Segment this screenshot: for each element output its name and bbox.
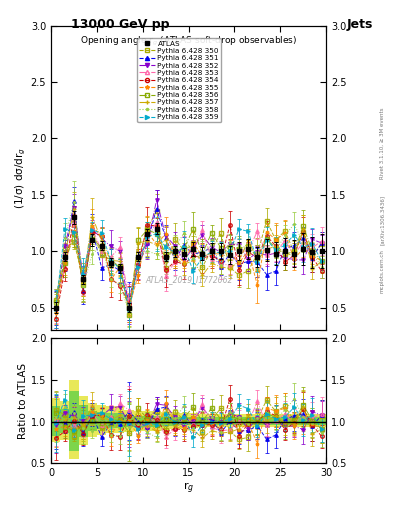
X-axis label: r$_g$: r$_g$ — [183, 481, 194, 497]
Text: Rivet 3.1.10, ≥ 3M events: Rivet 3.1.10, ≥ 3M events — [380, 108, 384, 179]
Y-axis label: (1/σ) dσ/dr$_g$: (1/σ) dσ/dr$_g$ — [13, 147, 28, 209]
Text: [arXiv:1306.3436]: [arXiv:1306.3436] — [380, 195, 384, 245]
Text: 13000 GeV pp: 13000 GeV pp — [71, 18, 169, 31]
Y-axis label: Ratio to ATLAS: Ratio to ATLAS — [18, 362, 28, 439]
Text: Jets: Jets — [347, 18, 373, 31]
Text: mcplots.cern.ch: mcplots.cern.ch — [380, 249, 384, 293]
Legend: ATLAS, Pythia 6.428 350, Pythia 6.428 351, Pythia 6.428 352, Pythia 6.428 353, P: ATLAS, Pythia 6.428 350, Pythia 6.428 35… — [137, 38, 221, 122]
Text: ATLAS_2019_I1772062: ATLAS_2019_I1772062 — [145, 275, 232, 285]
Text: Opening angle r$_g$ (ATLAS soft-drop observables): Opening angle r$_g$ (ATLAS soft-drop obs… — [80, 35, 297, 48]
